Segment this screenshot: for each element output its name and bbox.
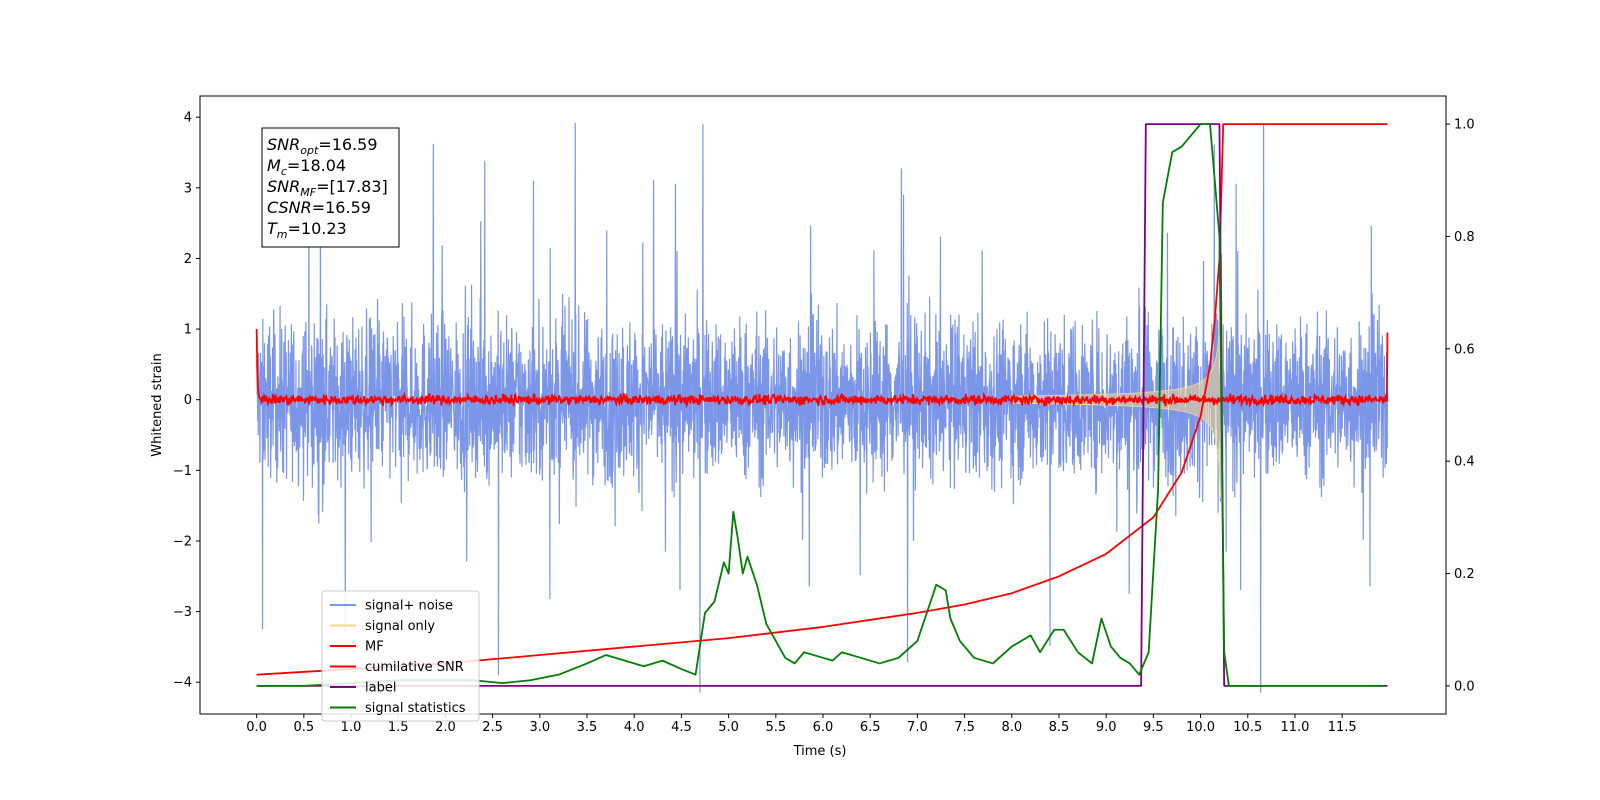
legend: signal+ noise signal only MF cumilative SNR… bbox=[321, 590, 480, 722]
x-tick-label: 8.0 bbox=[1001, 720, 1022, 735]
y-tick-label: 2 bbox=[184, 252, 192, 267]
x-tick-label: 11.0 bbox=[1280, 720, 1309, 735]
y-tick-label: 0 bbox=[184, 393, 192, 408]
y-tick-label: 4 bbox=[184, 111, 192, 126]
annotation-frame bbox=[261, 127, 400, 248]
x-tick-label: 6.0 bbox=[813, 720, 834, 735]
legend-label-signal-noise: signal+ noise bbox=[365, 599, 453, 614]
legend-label-mf: MF bbox=[365, 640, 384, 655]
y-tick-label: −3 bbox=[173, 605, 192, 620]
y-axis-label: Whitened strain bbox=[150, 353, 165, 456]
annotation-line: Tm=10.23 bbox=[267, 219, 347, 241]
annotation-line: SNRopt=16.59 bbox=[267, 135, 378, 157]
y2-tick-label: 0.6 bbox=[1454, 342, 1475, 357]
x-axis-label: Time (s) bbox=[793, 744, 847, 759]
y-axis-right: 1.0 0.8 0.6 0.4 0.2 0.0 bbox=[1446, 118, 1475, 694]
x-tick-label: 10.5 bbox=[1233, 720, 1262, 735]
x-tick-label: 9.5 bbox=[1143, 720, 1164, 735]
x-tick-label: 0.5 bbox=[293, 720, 314, 735]
legend-label-signal-statistics: signal statistics bbox=[365, 701, 466, 716]
x-tick-label: 1.0 bbox=[341, 720, 362, 735]
y2-tick-label: 1.0 bbox=[1454, 118, 1475, 133]
x-tick-label: 2.0 bbox=[435, 720, 456, 735]
x-tick-label: 2.5 bbox=[482, 720, 503, 735]
series-signal-statistics bbox=[256, 123, 1385, 687]
series-cumulative-snr bbox=[256, 123, 1388, 676]
y2-tick-label: 0.8 bbox=[1454, 230, 1475, 245]
x-tick-label: 3.0 bbox=[529, 720, 550, 735]
y2-tick-label: 0.0 bbox=[1454, 679, 1475, 694]
x-tick-label: 9.0 bbox=[1096, 720, 1117, 735]
legend-label-label: label bbox=[365, 681, 396, 696]
y-tick-label: −1 bbox=[173, 464, 192, 479]
annotation-line: CSNR=16.59 bbox=[267, 198, 371, 217]
series-layer bbox=[255, 122, 1389, 693]
annotation-box: SNRopt=16.59Mc=18.04SNRMF=[17.83]CSNR=16… bbox=[261, 127, 400, 248]
y2-tick-label: 0.4 bbox=[1454, 455, 1475, 470]
series-mf bbox=[255, 329, 1389, 409]
x-tick-label: 4.0 bbox=[624, 720, 645, 735]
x-tick-label: 10.0 bbox=[1186, 720, 1215, 735]
y2-tick-label: 0.2 bbox=[1454, 567, 1475, 582]
x-tick-label: 11.5 bbox=[1328, 720, 1357, 735]
x-tick-label: 0.0 bbox=[246, 720, 267, 735]
x-tick-label: 6.5 bbox=[860, 720, 881, 735]
y-axis-left: 4 3 2 1 0 −1 −2 −3 −4 bbox=[173, 111, 200, 691]
legend-label-signal-only: signal only bbox=[365, 619, 435, 634]
x-tick-label: 7.0 bbox=[907, 720, 928, 735]
legend-frame bbox=[321, 590, 480, 722]
x-axis: 0.0 0.5 1.0 1.5 2.0 2.5 3.0 3.5 4.0 4.5 5.0 5.5 6.0 6… bbox=[246, 714, 1357, 735]
x-tick-label: 4.5 bbox=[671, 720, 692, 735]
x-tick-label: 5.0 bbox=[718, 720, 739, 735]
x-tick-label: 3.5 bbox=[577, 720, 598, 735]
x-tick-label: 1.5 bbox=[388, 720, 409, 735]
y-tick-label: 3 bbox=[184, 181, 192, 196]
y-tick-label: −4 bbox=[173, 676, 192, 691]
x-tick-label: 8.5 bbox=[1049, 720, 1070, 735]
y-tick-label: −2 bbox=[173, 534, 192, 549]
x-tick-label: 5.5 bbox=[765, 720, 786, 735]
legend-label-cumilative-snr: cumilative SNR bbox=[365, 660, 464, 675]
annotation-line: Mc=18.04 bbox=[267, 156, 346, 178]
y-tick-label: 1 bbox=[184, 323, 192, 338]
x-tick-label: 7.5 bbox=[954, 720, 975, 735]
annotation-line: SNRMF=[17.83] bbox=[267, 177, 388, 199]
